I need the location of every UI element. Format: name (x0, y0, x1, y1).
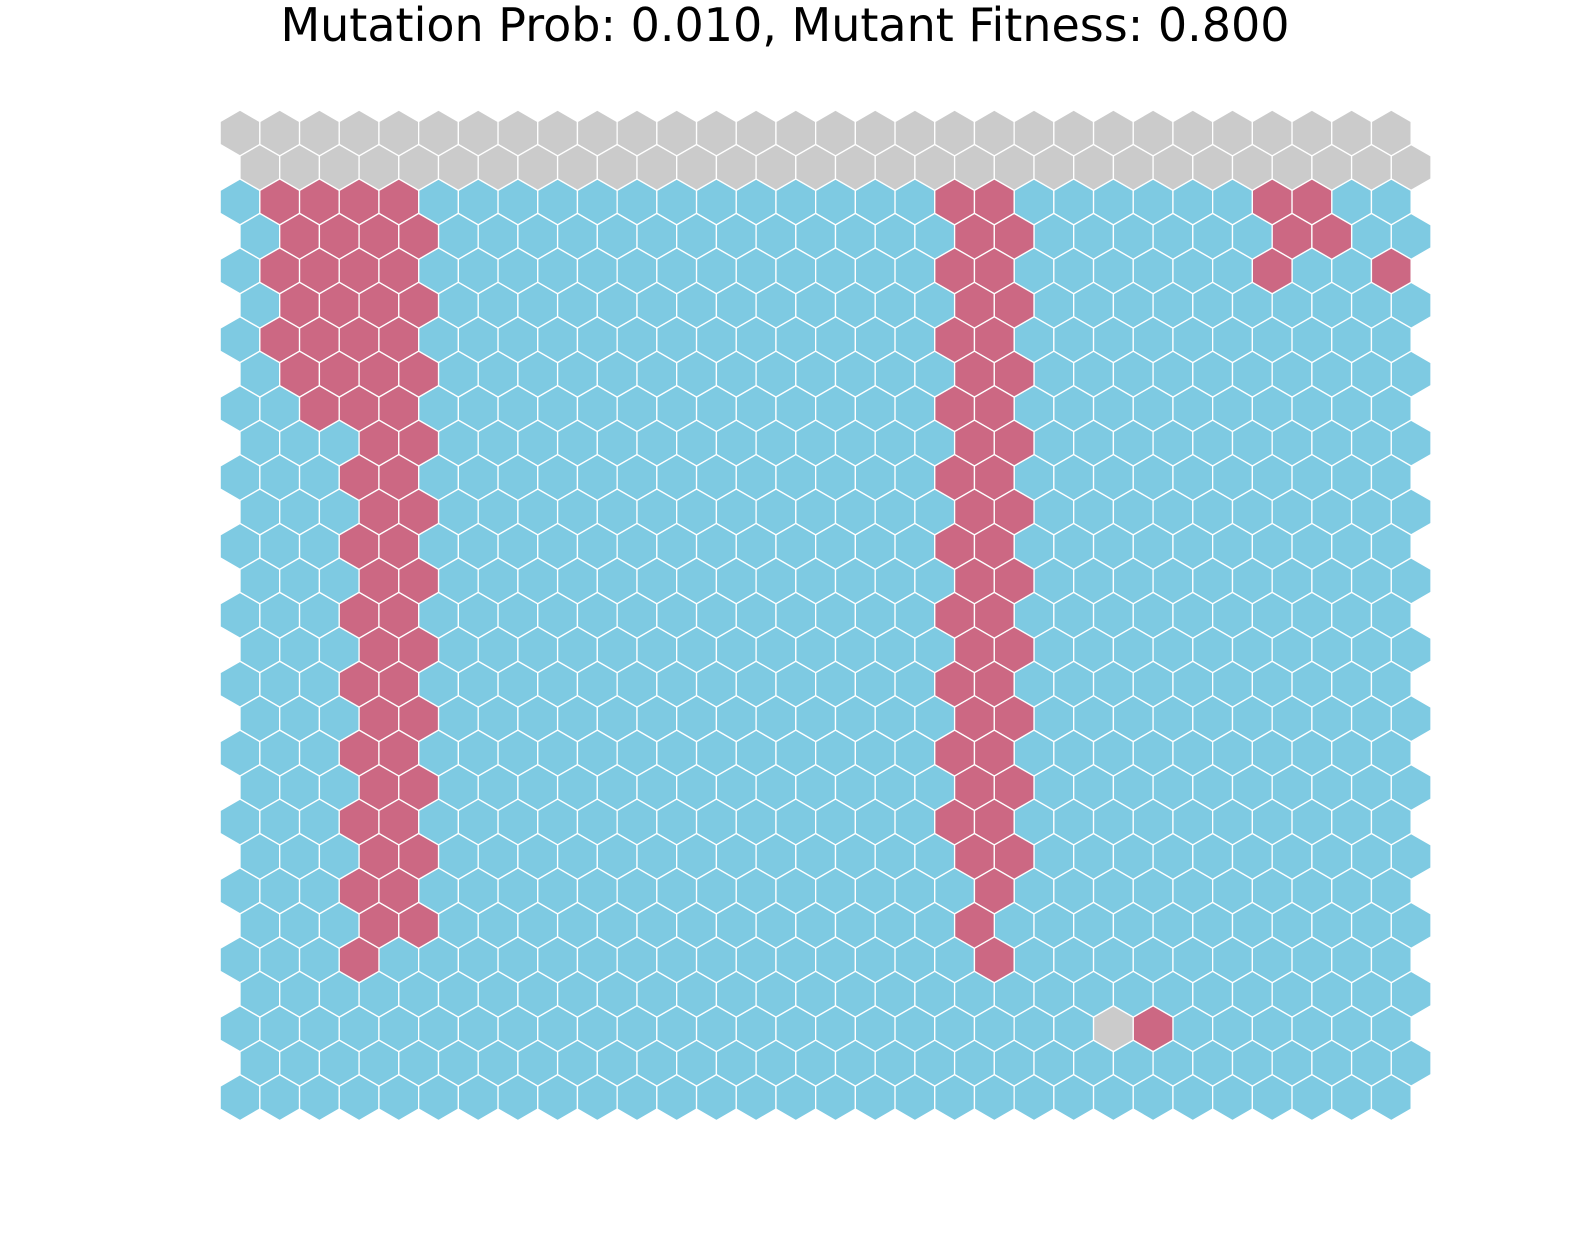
hex-cell-mutant-r24-c3 (338, 936, 380, 984)
hex-cells (219, 109, 1432, 1122)
hex-cell-wildtype-r28-c29 (1370, 1074, 1412, 1122)
hex-cell-mutant-r4-c26 (1251, 247, 1293, 295)
hex-cell-mutant-r23-c4 (398, 901, 440, 949)
hex-cell-mutant-r4-c29 (1370, 247, 1412, 295)
hex-cell-mutant-r3-c27 (1311, 212, 1353, 260)
hex-cell-mutant-r26-c23 (1132, 1005, 1174, 1053)
hex-cell-boundary-r1-c29 (1390, 143, 1432, 192)
chart-title: Mutation Prob: 0.010, Mutant Fitness: 0.… (280, 0, 1290, 52)
hex-cell-mutant-r24-c19 (973, 936, 1015, 984)
